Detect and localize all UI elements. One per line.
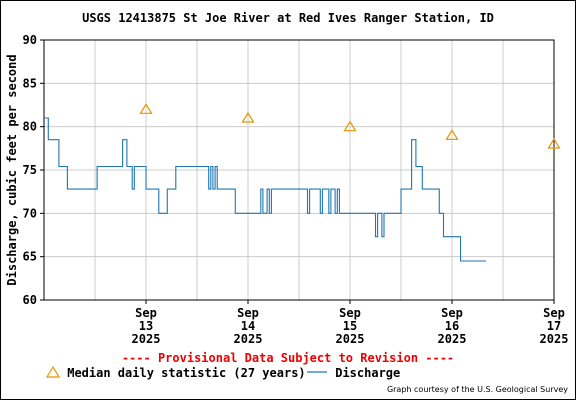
legend-median-entry: Median daily statistic (27 years) [45,365,306,380]
y-tick-label: 70 [23,206,37,220]
chart-title: USGS 12413875 St Joe River at Red Ives R… [82,11,494,25]
provisional-notice: ---- Provisional Data Subject to Revisio… [121,351,455,365]
median-point [343,120,357,132]
discharge-line [44,117,486,262]
x-tick-label: 2025 [132,332,161,346]
legend-line-icon [307,371,327,373]
legend-discharge-label: Discharge [335,366,401,380]
x-tick-label: Sep [135,306,157,320]
x-tick-label: 13 [139,319,153,333]
legend-median-label: Median daily statistic (27 years) [67,366,306,380]
y-tick-label: 80 [23,120,37,134]
median-point [139,103,153,114]
x-tick-label: 14 [241,319,255,333]
x-tick-label: 15 [343,319,357,333]
y-tick-label: 75 [23,163,37,177]
y-tick-label: 60 [23,293,37,307]
median-point [547,137,561,149]
x-tick-label: Sep [543,306,565,320]
y-tick-label: 85 [23,76,37,90]
x-tick-label: Sep [237,306,259,320]
x-tick-label: 2025 [540,332,569,346]
x-tick-label: 16 [445,319,459,333]
x-tick-label: Sep [339,306,361,320]
median-point [445,129,459,140]
credit-text: Graph courtesy of the U.S. Geological Su… [386,385,568,394]
y-tick-label: 65 [23,250,37,264]
median-point [241,111,255,123]
legend-triangle-icon [45,365,61,378]
legend-discharge-entry: Discharge [306,366,400,380]
x-tick-label: 17 [547,319,561,333]
x-tick-label: 2025 [234,332,263,346]
y-tick-label: 90 [23,33,37,47]
x-tick-label: 2025 [336,332,365,346]
x-tick-label: Sep [441,306,463,320]
x-tick-label: 2025 [438,332,467,346]
